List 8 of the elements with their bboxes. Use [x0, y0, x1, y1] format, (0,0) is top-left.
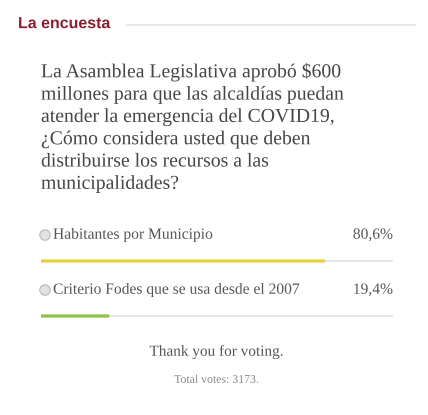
- text: Total votes: 3173.: [174, 374, 258, 384]
- chart-subtitle: La Asamblea Legislativa aprobó $600 millones para que las alcaldías puedan atender la emergencia del COVID19, ¿Cómo considera usted que deben distribuirse los recursos a las municipalidades?: [41, 63, 344, 193]
- data-label: 80,6%: [353, 228, 392, 242]
- data-label: 19,4%: [354, 283, 392, 296]
- text: Thank you for voting.: [150, 344, 283, 360]
- y-tick-label: Criterio Fodes que se usa desde el 2007: [54, 282, 300, 298]
- y-tick-label: Habitantes por Municipio: [53, 228, 212, 242]
- chart-title: La encuesta: [19, 17, 110, 28]
